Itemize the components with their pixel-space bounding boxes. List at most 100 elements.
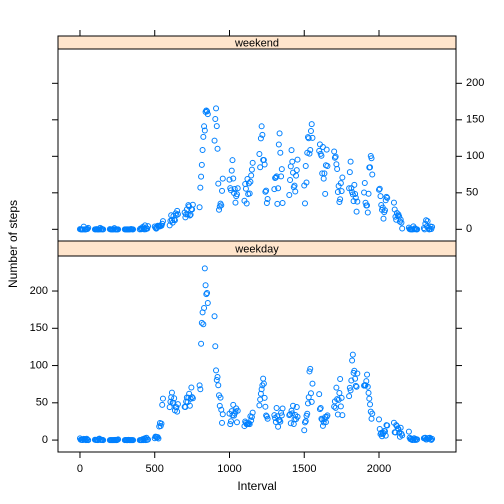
point (203, 291, 210, 298)
point (307, 146, 314, 153)
point (84, 225, 91, 232)
point (346, 384, 353, 391)
point (308, 398, 315, 405)
point (257, 164, 264, 171)
point (337, 375, 344, 382)
strip-label: weekday (234, 243, 279, 255)
point (219, 175, 226, 182)
point (214, 145, 221, 152)
point (258, 386, 265, 393)
point (159, 401, 166, 408)
point (365, 389, 372, 396)
point (317, 404, 324, 411)
point (212, 343, 219, 350)
point (230, 401, 237, 408)
point (365, 190, 372, 197)
point (273, 405, 280, 412)
point (324, 163, 331, 170)
point (188, 384, 195, 391)
point (198, 161, 205, 168)
point (332, 404, 339, 411)
point (303, 179, 310, 186)
point (215, 180, 222, 187)
point (279, 405, 286, 412)
point (213, 123, 220, 130)
point (381, 207, 388, 214)
point (198, 340, 205, 347)
point (347, 387, 354, 394)
point (390, 199, 397, 206)
point (376, 416, 383, 423)
point (242, 185, 249, 192)
point (384, 422, 391, 429)
point (333, 384, 340, 391)
point (261, 394, 268, 401)
point (227, 421, 234, 428)
point (414, 436, 421, 443)
point (213, 105, 220, 112)
point (196, 204, 203, 211)
point (174, 401, 181, 408)
point (213, 377, 220, 384)
point (349, 191, 356, 198)
point (306, 150, 313, 157)
point (204, 108, 211, 115)
point (233, 419, 240, 426)
point (293, 167, 300, 174)
point (263, 187, 270, 194)
y-tick-label: 0 (466, 223, 472, 235)
point (115, 226, 122, 233)
point (145, 436, 152, 443)
point (338, 394, 345, 401)
point (277, 149, 284, 156)
point (291, 182, 298, 189)
point (273, 173, 280, 180)
point (262, 403, 269, 410)
point (382, 432, 389, 439)
point (347, 158, 354, 165)
point (346, 169, 353, 176)
point (364, 202, 371, 209)
point (331, 148, 338, 155)
point (324, 412, 331, 419)
point (319, 170, 326, 177)
point (302, 162, 309, 169)
point (346, 185, 353, 192)
point (246, 421, 253, 428)
point (231, 185, 238, 192)
x-tick-label: 1000 (217, 463, 241, 475)
point (199, 146, 206, 153)
point (337, 196, 344, 203)
point (100, 226, 107, 233)
point (189, 201, 196, 208)
point (367, 401, 374, 408)
point (130, 437, 137, 444)
point (230, 175, 237, 182)
y-tick-label: 200 (466, 77, 484, 89)
y-tick-label: 150 (466, 114, 484, 126)
point (364, 209, 371, 216)
point (262, 188, 269, 195)
point (397, 216, 404, 223)
point (155, 435, 162, 442)
point (260, 375, 267, 382)
x-tick-label: 500 (146, 463, 164, 475)
point (399, 225, 406, 232)
point (197, 184, 204, 191)
point (320, 175, 327, 182)
point (130, 226, 137, 233)
point (333, 161, 340, 168)
point (216, 203, 223, 210)
point (278, 166, 285, 173)
point (213, 367, 220, 374)
point (331, 403, 338, 410)
point (279, 200, 286, 207)
point (211, 137, 218, 144)
point (217, 394, 224, 401)
point (354, 198, 361, 205)
point (323, 146, 330, 153)
point (293, 403, 300, 410)
y-tick-label: 50 (36, 397, 48, 409)
point (301, 200, 308, 207)
